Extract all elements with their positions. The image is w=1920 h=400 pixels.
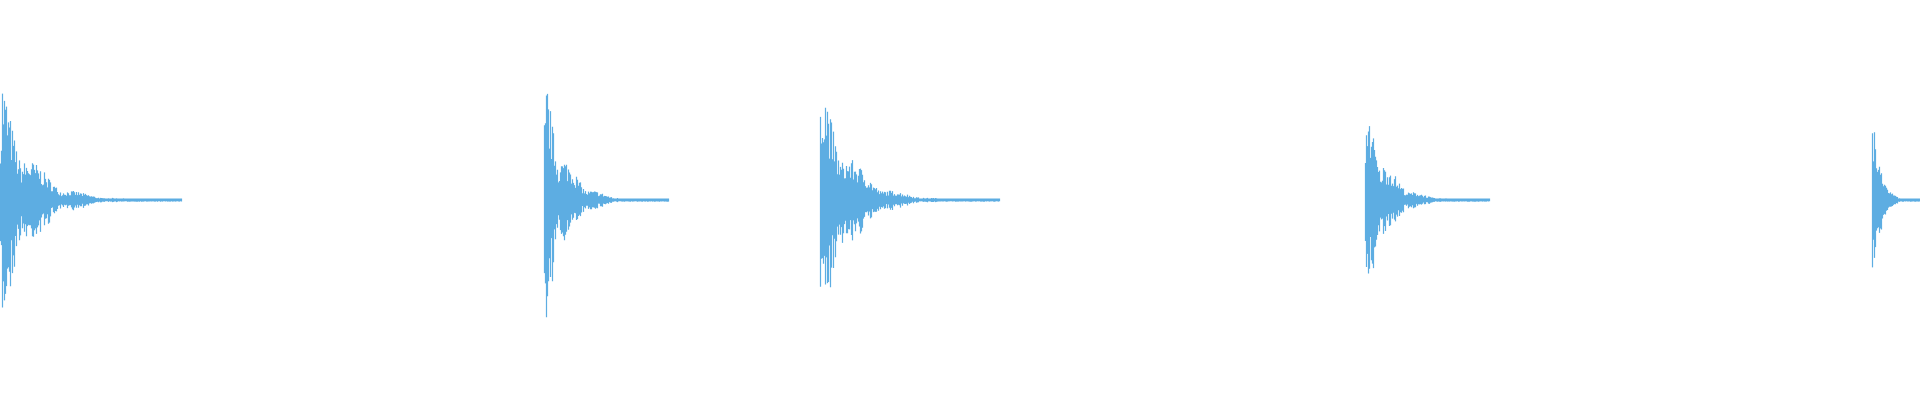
waveform-burst-path <box>1871 132 1920 268</box>
waveform-burst <box>1364 126 1491 274</box>
waveform-burst-path <box>1364 126 1491 274</box>
waveform-burst-path <box>543 93 670 318</box>
waveform-burst-path <box>819 107 1001 288</box>
waveform-burst <box>0 93 183 308</box>
waveform-burst <box>1871 132 1920 268</box>
waveform-burst <box>543 93 670 318</box>
waveform-burst <box>819 107 1001 288</box>
waveform-burst-path <box>0 93 183 308</box>
